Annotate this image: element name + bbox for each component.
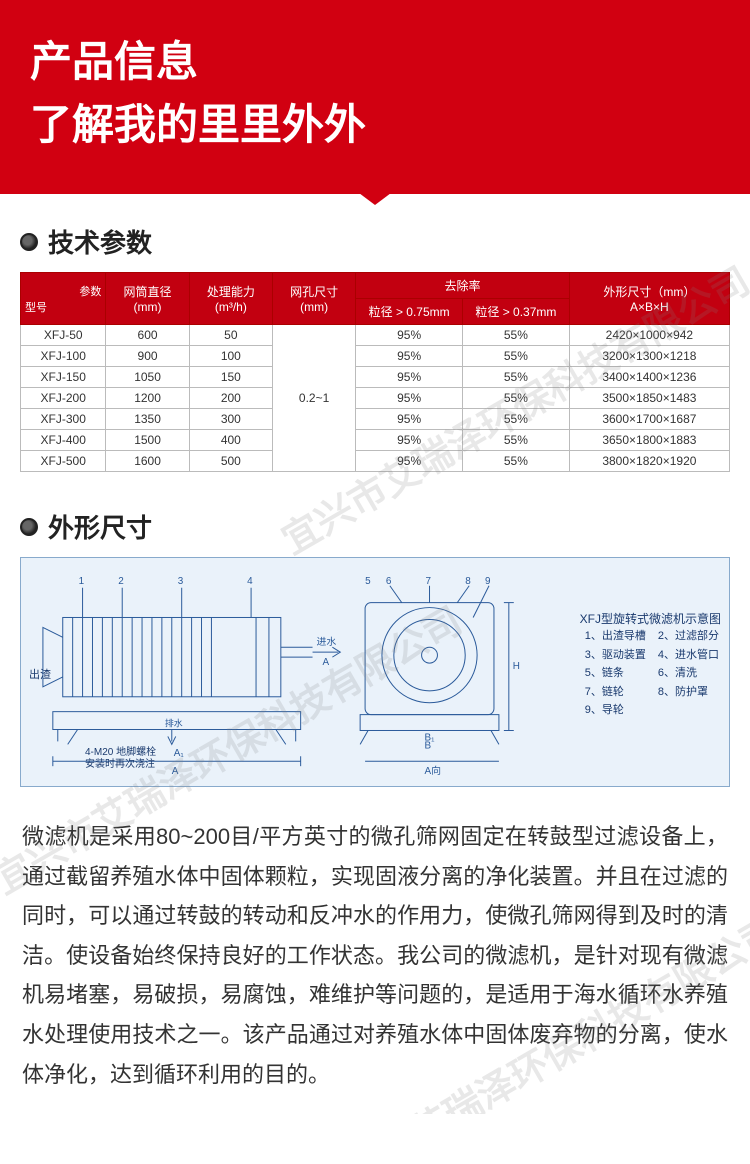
diagram-title: XFJ型旋转式微滤机示意图 xyxy=(580,610,721,627)
arrow-down-icon xyxy=(359,193,391,205)
svg-text:2: 2 xyxy=(118,576,124,587)
table-row: XFJ-4001500400 95%55%3650×1800×1883 xyxy=(21,430,730,451)
table-cell: 1050 xyxy=(106,367,189,388)
th-removal: 去除率 xyxy=(356,273,570,299)
bullet-icon xyxy=(20,233,38,251)
table-cell: 55% xyxy=(463,346,570,367)
svg-text:8: 8 xyxy=(465,576,471,587)
section-title: 外形尺寸 xyxy=(20,508,730,545)
table-cell: 3200×1300×1218 xyxy=(569,346,729,367)
table-cell: 95% xyxy=(356,451,463,472)
svg-text:B₁: B₁ xyxy=(425,732,436,743)
table-cell: 95% xyxy=(356,346,463,367)
table-cell: XFJ-100 xyxy=(21,346,106,367)
table-row: XFJ-50600500.2~195%55%2420×1000×942 xyxy=(21,325,730,346)
table-cell: XFJ-200 xyxy=(21,388,106,409)
section-title: 技术参数 xyxy=(20,223,730,260)
table-cell: 55% xyxy=(463,451,570,472)
dimension-diagram: 1 2 3 4 6 7 8 9 5 进水 A H A A向 A₁ B B₁ xyxy=(20,557,730,787)
svg-text:5: 5 xyxy=(365,576,371,587)
svg-text:排水: 排水 xyxy=(165,718,183,729)
table-row: XFJ-2001200200 95%55%3500×1850×1483 xyxy=(21,388,730,409)
table-cell: 95% xyxy=(356,430,463,451)
table-cell: 3400×1400×1236 xyxy=(569,367,729,388)
svg-text:1: 1 xyxy=(79,576,85,587)
section-title-text: 外形尺寸 xyxy=(48,508,152,545)
table-row: XFJ-100900100 95%55%3200×1300×1218 xyxy=(21,346,730,367)
svg-text:7: 7 xyxy=(426,576,432,587)
header-title-1: 产品信息 xyxy=(30,30,720,93)
svg-text:A₁: A₁ xyxy=(174,748,185,759)
th-model: 型号 xyxy=(25,299,101,315)
th-mesh-unit: (mm) xyxy=(277,300,351,314)
th-drum-dia-unit: (mm) xyxy=(110,300,184,314)
th-capacity: 处理能力 xyxy=(194,283,268,300)
diagram-legend: 1、出渣导槽2、过滤部分3、驱动装置4、进水管口5、链条6、清洗7、链轮8、防护… xyxy=(583,626,721,721)
table-cell: XFJ-50 xyxy=(21,325,106,346)
th-dim: 外形尺寸（mm） xyxy=(574,283,725,300)
product-description: 微滤机是采用80~200目/平方英寸的微孔筛网固定在转鼓型过滤设备上，通过截留养… xyxy=(0,797,750,1114)
table-row: XFJ-5001600500 95%55%3800×1820×1920 xyxy=(21,451,730,472)
table-cell: 150 xyxy=(189,367,272,388)
svg-text:3: 3 xyxy=(178,576,184,587)
section-tech-params: 技术参数 参数 型号 网筒直径 (mm) 处理能力 (m³/h) xyxy=(0,205,750,490)
table-cell: 3800×1820×1920 xyxy=(569,451,729,472)
table-cell: 1500 xyxy=(106,430,189,451)
table-cell: 1600 xyxy=(106,451,189,472)
table-cell: 55% xyxy=(463,430,570,451)
svg-text:H: H xyxy=(513,661,520,672)
table-cell: 95% xyxy=(356,409,463,430)
svg-text:A: A xyxy=(322,657,329,668)
table-cell-mesh: 0.2~1 xyxy=(272,325,355,472)
dim-a: A xyxy=(172,766,179,777)
table-cell: 50 xyxy=(189,325,272,346)
table-cell: 300 xyxy=(189,409,272,430)
th-param: 参数 xyxy=(25,283,101,299)
table-cell: 400 xyxy=(189,430,272,451)
table-cell: 55% xyxy=(463,409,570,430)
table-cell: 2420×1000×942 xyxy=(569,325,729,346)
install-note: 安装时再次浇注 xyxy=(85,755,155,770)
table-cell: 55% xyxy=(463,388,570,409)
label-inlet: 进水 xyxy=(317,636,337,648)
table-cell: 900 xyxy=(106,346,189,367)
th-removal-1: 粒径 > 0.75mm xyxy=(356,299,463,325)
table-cell: 600 xyxy=(106,325,189,346)
svg-text:9: 9 xyxy=(485,576,491,587)
table-cell: 1200 xyxy=(106,388,189,409)
table-cell: 55% xyxy=(463,367,570,388)
th-dim2: A×B×H xyxy=(574,300,725,314)
table-cell: XFJ-500 xyxy=(21,451,106,472)
dim-a-view: A向 xyxy=(425,764,442,777)
table-cell: 1350 xyxy=(106,409,189,430)
table-row: XFJ-1501050150 95%55%3400×1400×1236 xyxy=(21,367,730,388)
section-dimensions: 外形尺寸 xyxy=(0,490,750,797)
table-cell: 95% xyxy=(356,325,463,346)
table-cell: 200 xyxy=(189,388,272,409)
table-cell: 95% xyxy=(356,388,463,409)
svg-text:4: 4 xyxy=(247,576,253,587)
th-mesh: 网孔尺寸 xyxy=(277,283,351,300)
section-title-text: 技术参数 xyxy=(48,223,152,260)
table-cell: XFJ-400 xyxy=(21,430,106,451)
bullet-icon xyxy=(20,518,38,536)
table-cell: 100 xyxy=(189,346,272,367)
header-title-2: 了解我的里里外外 xyxy=(30,93,720,156)
table-cell: 3650×1800×1883 xyxy=(569,430,729,451)
table-cell: XFJ-150 xyxy=(21,367,106,388)
label-outlet: 出渣 xyxy=(29,666,51,682)
th-removal-2: 粒径 > 0.37mm xyxy=(463,299,570,325)
table-cell: 55% xyxy=(463,325,570,346)
table-cell: 95% xyxy=(356,367,463,388)
th-capacity-unit: (m³/h) xyxy=(194,300,268,314)
table-cell: XFJ-300 xyxy=(21,409,106,430)
table-row: XFJ-3001350300 95%55%3600×1700×1687 xyxy=(21,409,730,430)
spec-table: 参数 型号 网筒直径 (mm) 处理能力 (m³/h) 网孔尺寸 (mm) xyxy=(20,272,730,472)
table-cell: 500 xyxy=(189,451,272,472)
th-drum-dia: 网筒直径 xyxy=(110,283,184,300)
page-header: 产品信息 了解我的里里外外 xyxy=(0,0,750,194)
svg-text:6: 6 xyxy=(386,576,392,587)
table-cell: 3500×1850×1483 xyxy=(569,388,729,409)
table-cell: 3600×1700×1687 xyxy=(569,409,729,430)
